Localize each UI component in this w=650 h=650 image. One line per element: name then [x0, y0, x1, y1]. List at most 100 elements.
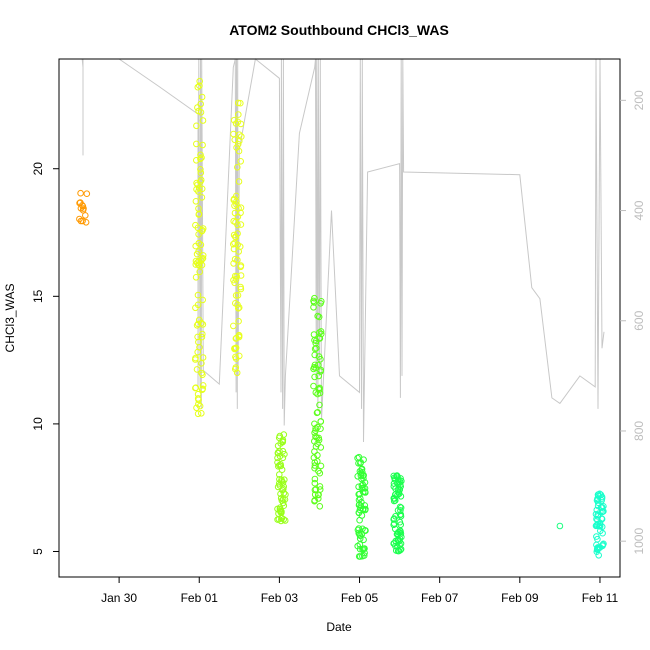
data-point [237, 272, 245, 279]
data-point [277, 490, 284, 498]
data-point [315, 353, 323, 360]
data-point [198, 194, 206, 201]
data-point [311, 475, 319, 483]
data-point [82, 219, 90, 226]
data-point [195, 261, 202, 269]
data-point [192, 221, 199, 229]
data-point [600, 540, 607, 548]
data-point [594, 496, 602, 503]
data-point [312, 340, 320, 347]
data-point [359, 506, 367, 513]
data-point [193, 122, 200, 130]
data-point [359, 481, 367, 489]
data-point [234, 230, 241, 237]
data-point [599, 529, 606, 537]
data-point [313, 344, 320, 352]
data-point [232, 292, 240, 299]
data-point [311, 351, 319, 359]
data-point [314, 458, 321, 465]
data-point [195, 316, 203, 324]
data-point [197, 155, 204, 163]
data-point [311, 464, 318, 472]
y-axis-label: CHCl3_WAS [3, 284, 17, 353]
data-point [311, 497, 318, 505]
data-point [313, 434, 321, 441]
data-point [199, 254, 207, 262]
data-point [397, 507, 404, 514]
data-point [234, 164, 241, 171]
data-point [358, 512, 366, 519]
data-point [193, 404, 200, 412]
data-point [395, 536, 402, 543]
data-point [193, 157, 200, 164]
data-point [274, 483, 282, 491]
data-point [76, 215, 83, 223]
data-point [596, 521, 604, 529]
data-point [278, 514, 286, 522]
y-tick-label: 15 [31, 289, 45, 303]
data-point [199, 371, 206, 379]
data-point [235, 178, 243, 185]
secondary-y-axis: 200 400 600 800 1000 [620, 90, 646, 555]
data-point [274, 516, 281, 523]
data-point [194, 291, 202, 299]
data-point [235, 248, 242, 255]
data-point [198, 93, 206, 101]
data-point [192, 384, 200, 392]
data-point [396, 478, 404, 486]
data-point [390, 516, 398, 523]
x-axis: Jan 30 Feb 01 Feb 03 Feb 05 Feb 07 Feb 09 Feb … [101, 577, 619, 605]
data-point [274, 505, 281, 513]
data-point [199, 354, 207, 361]
data-point [354, 454, 361, 462]
data-point [197, 166, 204, 173]
data-point [594, 544, 601, 552]
data-point [310, 331, 318, 338]
data-point [232, 275, 240, 283]
y-axis: 5 10 15 20 [31, 162, 59, 555]
data-point [311, 486, 319, 494]
data-point [315, 385, 322, 393]
y2-tick-label: 200 [632, 90, 646, 110]
data-point [230, 322, 237, 330]
data-point [275, 463, 282, 470]
data-point [197, 169, 205, 176]
y2-tick-label: 400 [632, 200, 646, 220]
data-point [82, 212, 89, 219]
series-5 [354, 453, 369, 560]
data-point [196, 82, 203, 89]
data-point [199, 330, 206, 338]
data-point [193, 186, 200, 193]
data-point [193, 140, 200, 148]
data-point [230, 217, 237, 225]
data-point [236, 131, 243, 138]
data-point [279, 479, 287, 486]
data-point [318, 298, 325, 305]
data-point [593, 533, 600, 540]
data-point [199, 225, 207, 232]
x-axis-label: Date [326, 620, 352, 634]
data-point [316, 401, 323, 409]
series-8 [592, 490, 607, 559]
data-point [232, 365, 239, 373]
data-point [237, 263, 244, 271]
data-point [360, 536, 367, 544]
series-7 [556, 522, 564, 530]
data-point [194, 410, 202, 418]
data-point [199, 252, 207, 259]
x-tick-label: Feb 11 [582, 591, 619, 605]
data-point [79, 203, 87, 210]
data-point [360, 456, 367, 464]
plot-frame [58, 58, 621, 578]
data-point [230, 116, 238, 124]
data-point [355, 501, 363, 509]
data-point [195, 239, 203, 247]
data-point [235, 317, 242, 325]
data-point [397, 546, 404, 554]
data-point [359, 468, 366, 476]
data-point [234, 292, 242, 299]
data-point [232, 344, 240, 352]
data-point [199, 321, 207, 328]
x-tick-label: Feb 03 [261, 591, 299, 605]
